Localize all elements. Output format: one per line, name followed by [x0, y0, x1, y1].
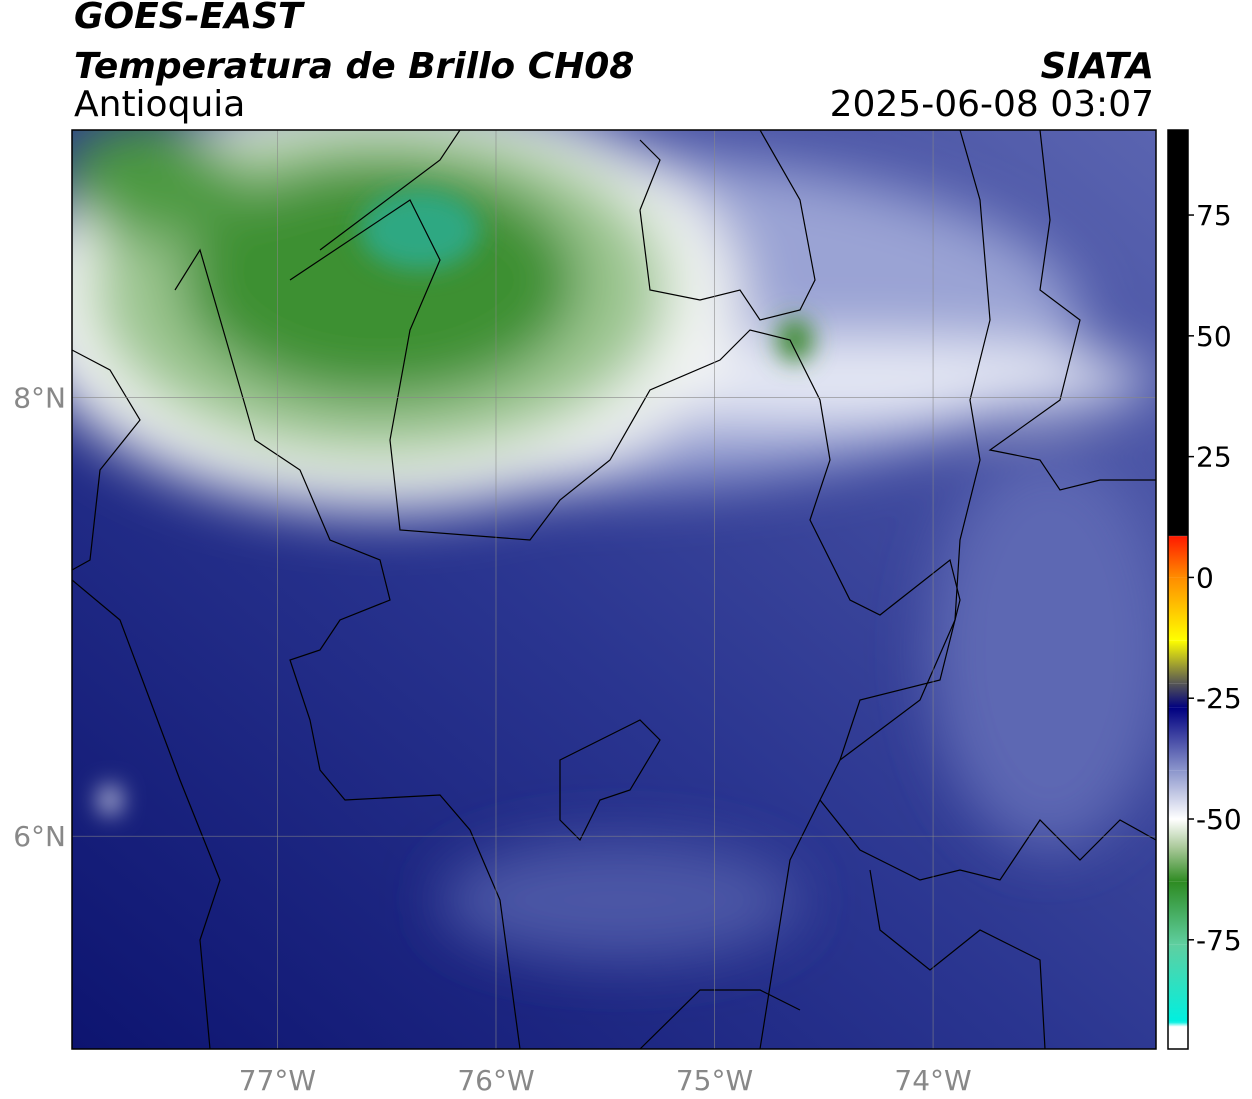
agency: SIATA [1041, 46, 1154, 87]
colorbar-tick-label: 75 [1196, 199, 1232, 232]
y-tick-label: 6°N [13, 820, 66, 853]
colorbar-segment [1168, 847, 1188, 882]
boundaries [72, 130, 1156, 1049]
colorbar-tick-label: 50 [1196, 320, 1232, 353]
colorbar-segment [1168, 683, 1188, 708]
colorbar-frame [1167, 129, 1189, 1050]
colorbar-segment [1168, 130, 1188, 536]
colorbar-tick-label: 0 [1196, 561, 1214, 594]
colorbar-segment [1168, 707, 1188, 771]
colorbar-tick-label: 25 [1196, 441, 1232, 474]
colorbar-segment [1168, 819, 1188, 848]
x-tick-label: 74°W [894, 1064, 971, 1097]
datetime: 2025-06-08 03:07 [830, 84, 1154, 125]
colorbar-segment [1168, 1021, 1188, 1027]
colorbar-segment [1168, 535, 1188, 537]
colorbar-segment [1168, 577, 1188, 641]
x-tick-label: 76°W [457, 1064, 534, 1097]
colorbar-segment [1168, 536, 1188, 578]
x-tick-label: 75°W [676, 1064, 753, 1097]
colorbar-segment [1168, 1026, 1188, 1049]
colorbar-tick-label: -75 [1196, 924, 1242, 957]
colorbar-segment [1168, 640, 1188, 684]
colorbar-segment [1168, 881, 1188, 945]
title: GOES-EAST [74, 0, 305, 37]
colorbar-segment [1168, 770, 1188, 820]
colorbar-segment [1168, 944, 1188, 1022]
subtitle: Temperatura de Brillo CH08 [74, 46, 634, 87]
map-frame [71, 129, 1157, 1050]
colorbar-tick-label: -25 [1196, 682, 1242, 715]
colorbar-tick-label: -50 [1196, 803, 1242, 836]
region: Antioquia [74, 84, 245, 125]
y-tick-label: 8°N [13, 382, 66, 415]
satellite-image [72, 130, 1156, 1049]
x-tick-label: 77°W [239, 1064, 316, 1097]
